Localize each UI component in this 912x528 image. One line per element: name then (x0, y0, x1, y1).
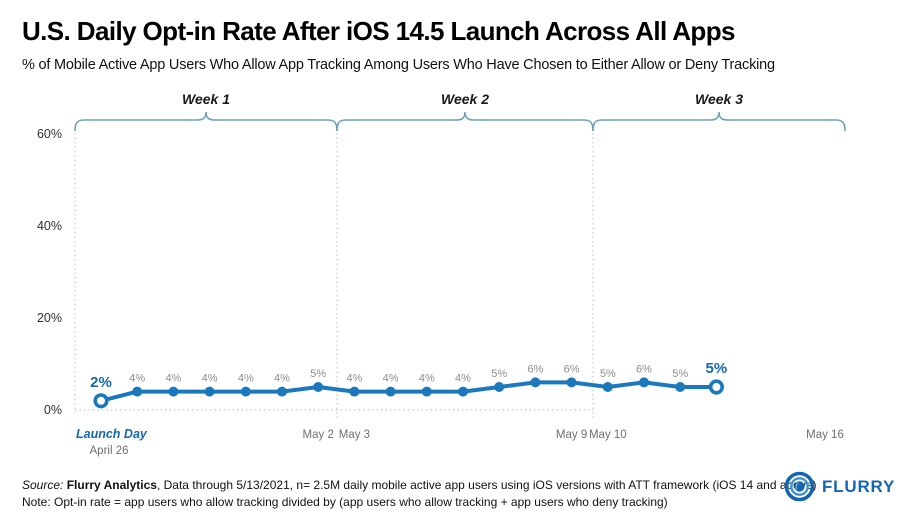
data-point-marker (132, 386, 143, 397)
data-point-label: 2% (90, 374, 112, 391)
x-tick-label: May 2 (303, 429, 334, 441)
data-point-marker (313, 382, 324, 392)
data-point-marker (421, 386, 432, 397)
page-subtitle: % of Mobile Active App Users Who Allow A… (22, 57, 775, 73)
data-point-label: 5% (706, 360, 728, 377)
data-point-marker (675, 382, 686, 392)
week-brace (336, 111, 594, 132)
data-point-marker (458, 386, 468, 397)
y-tick-label: 40% (37, 219, 62, 233)
launch-day-label: Launch Day (76, 427, 148, 441)
footer: Source: Flurry Analytics, Data through 5… (22, 477, 817, 511)
source-rest: , Data through 5/13/2021, n= 2.5M daily … (156, 478, 817, 492)
x-tick-label: May 10 (589, 429, 627, 441)
data-point-label: 6% (636, 363, 652, 375)
y-tick-label: 60% (37, 127, 62, 141)
launch-date-label: April 26 (90, 445, 129, 457)
data-point-marker (385, 386, 396, 397)
data-point-marker (168, 386, 179, 397)
data-point-open-marker (708, 379, 725, 395)
week-label: Week 3 (695, 91, 743, 107)
data-point-label: 4% (238, 373, 254, 385)
data-point-label: 5% (491, 368, 507, 380)
week-brace (592, 111, 846, 132)
data-point-label: 5% (310, 368, 326, 380)
data-point-label: 4% (165, 373, 181, 385)
data-point-marker (349, 386, 360, 397)
y-tick-label: 20% (37, 311, 62, 325)
week-label: Week 2 (441, 91, 489, 107)
note-line: Note: Opt-in rate = app users who allow … (22, 495, 668, 509)
data-point-marker (566, 377, 577, 388)
flurry-logo-text: FLURRY (822, 476, 896, 496)
data-point-marker (240, 386, 251, 397)
x-tick-label: May 3 (339, 429, 370, 441)
data-point-marker (277, 386, 287, 397)
data-point-marker (204, 386, 215, 397)
data-point-label: 5% (672, 368, 688, 380)
week-brace (74, 111, 338, 132)
data-point-label: 4% (202, 373, 218, 385)
page-title: U.S. Daily Opt-in Rate After iOS 14.5 La… (22, 16, 735, 46)
flurry-logo-icon (784, 471, 815, 502)
data-point-label: 6% (527, 363, 543, 375)
data-point-marker (639, 377, 649, 388)
data-point-marker (494, 382, 505, 392)
data-point-label: 4% (419, 373, 435, 385)
flurry-logo: FLURRY (784, 471, 895, 502)
data-point-label: 4% (274, 373, 290, 385)
opt-in-rate-line-chart: Week 1 Week 2 Week 3 0% 20% 40% 60% 2% 4% 4% 4% 4% 4… (37, 91, 846, 457)
data-point-label: 5% (600, 368, 616, 380)
data-point-label: 4% (129, 373, 145, 385)
data-point-label: 4% (346, 373, 362, 385)
x-tick-label: May 16 (806, 429, 844, 441)
data-point-open-marker (93, 393, 109, 409)
week-label: Week 1 (182, 91, 230, 107)
data-point-marker (602, 382, 613, 392)
data-point-marker (530, 377, 541, 388)
x-tick-label: May 9 (556, 429, 587, 441)
data-point-label: 6% (564, 363, 580, 375)
y-tick-label: 0% (44, 403, 62, 417)
source-name: Flurry Analytics (66, 478, 157, 492)
source-line: Source: Flurry Analytics, Data through 5… (22, 477, 817, 494)
data-point-label: 4% (383, 373, 399, 385)
opt-in-rate-line (99, 380, 719, 403)
data-point-label: 4% (455, 373, 471, 385)
source-prefix: Source: (22, 478, 67, 492)
